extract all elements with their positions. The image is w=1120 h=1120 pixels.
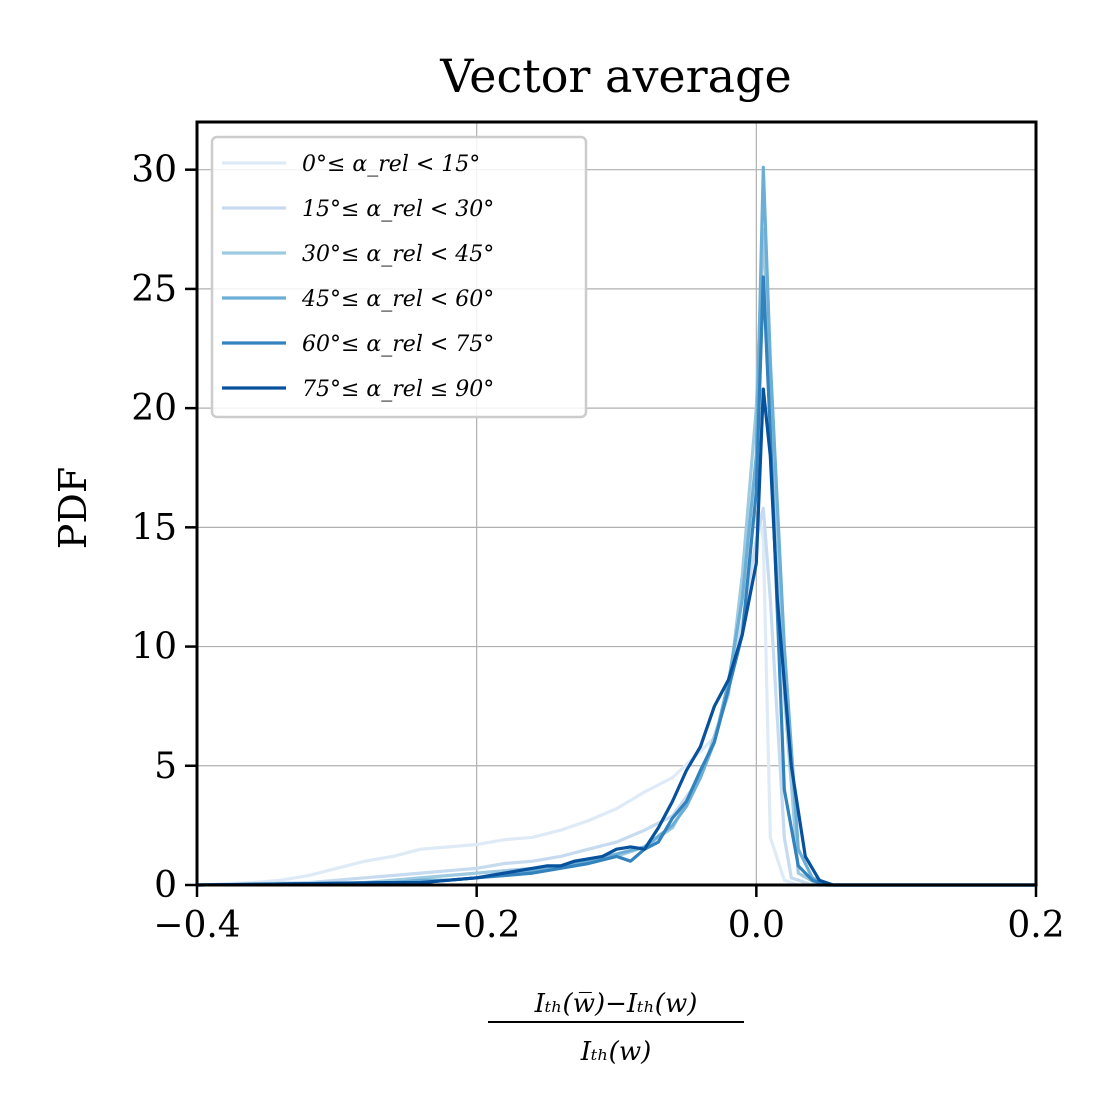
series-layer <box>195 165 1038 887</box>
legend-label: 0°≤ α_rel < 15° <box>302 152 480 177</box>
y-tick-label: 0 <box>154 865 177 906</box>
y-tick-label: 10 <box>131 627 177 668</box>
plot-frame <box>195 120 1038 887</box>
y-tick-label: 25 <box>131 269 177 310</box>
legend-box <box>210 135 588 419</box>
legend-label: 75°≤ α_rel ≤ 90° <box>302 377 494 402</box>
series-line-6 <box>195 387 1038 887</box>
y-tick-label: 15 <box>131 507 177 548</box>
legend-label: 60°≤ α_rel < 75° <box>302 332 494 357</box>
legend-label: 30°≤ α_rel < 45° <box>302 242 494 267</box>
legend-label: 45°≤ α_rel < 60° <box>301 287 494 312</box>
x-tick-label: −0.4 <box>153 905 240 946</box>
x-tick-label: 0.2 <box>1007 905 1064 946</box>
x-tick-label: 0.0 <box>728 905 785 946</box>
tick-layer: −0.4 −0.2 0.0 0.2 0 5 10 15 20 25 30 <box>131 150 1064 946</box>
series-line-1 <box>195 497 1038 887</box>
x-axis-label: Iₜₕ(w̅)−Iₜₕ(w) Iₜₕ(w) <box>488 989 744 1067</box>
y-tick-label: 5 <box>154 746 177 787</box>
legend-label: 15°≤ α_rel < 30° <box>302 197 494 222</box>
x-axis-label-denominator: Iₜₕ(w) <box>580 1037 651 1067</box>
chart-title: Vector average <box>439 49 792 103</box>
legend: 0°≤ α_rel < 15° 15°≤ α_rel < 30° 30°≤ α_re… <box>210 135 588 419</box>
y-tick-label: 20 <box>131 388 177 429</box>
y-axis-label: PDF <box>51 467 95 549</box>
x-tick-label: −0.2 <box>433 905 520 946</box>
series-line-2 <box>195 506 1038 887</box>
y-tick-label: 30 <box>131 150 177 191</box>
x-axis-label-numerator: Iₜₕ(w̅)−Iₜₕ(w) <box>534 989 698 1019</box>
